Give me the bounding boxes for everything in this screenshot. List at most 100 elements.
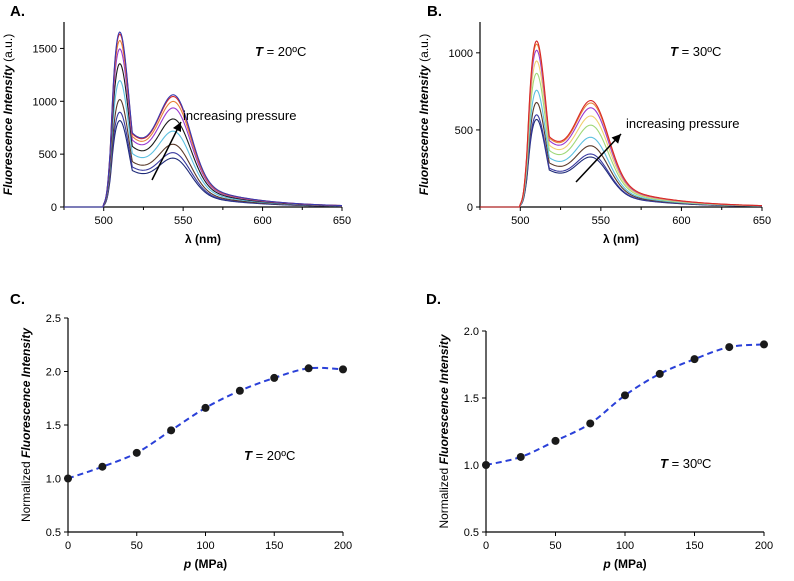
x-tick-label: 200: [334, 540, 352, 552]
data-point: [516, 452, 525, 461]
panel-letter: B.: [427, 3, 442, 20]
x-tick-label: 200: [755, 540, 773, 552]
x-axis-title-text: λ (nm): [603, 232, 639, 246]
spectrum-line: [480, 118, 763, 208]
spectrum-line: [64, 120, 343, 208]
data-point: [167, 426, 176, 435]
y-axis-title-italic: Fluorescence Intensity: [1, 64, 15, 195]
x-axis-title: λ (nm): [185, 232, 221, 246]
data-point: [586, 419, 595, 428]
panel-c: 0 50 100 150 200 0.5 1.0 1.5 2.0 2.5 C. p (MPa) Norm…: [10, 291, 352, 571]
x-axis-title-rest: (MPa): [611, 557, 647, 571]
x-axis-title-italic: p: [183, 557, 191, 571]
panel-b: 500 550 600 650 0 500 1000 B. λ (nm) Fluorescence…: [417, 3, 771, 246]
panel-a: 500 550 600 650 0 500 1000 1500 A. λ (nm) Fluoresc…: [1, 3, 351, 246]
x-axis-title: λ (nm): [603, 232, 639, 246]
x-axis-title-rest: (MPa): [191, 557, 227, 571]
pressure-arrow-head: [172, 122, 181, 133]
data-point: [725, 343, 734, 352]
data-point: [482, 461, 490, 469]
temperature-value: = 20ºC: [263, 44, 306, 59]
spectrum-line: [64, 31, 343, 208]
y-tick-label: 1.5: [464, 393, 479, 405]
temperature-symbol: T: [670, 44, 679, 59]
temperature-value: = 30ºC: [668, 456, 711, 471]
pressure-arrow-head: [611, 134, 621, 144]
data-point: [655, 369, 664, 378]
y-axis-title: Fluorescence Intensity (a.u.): [1, 34, 15, 195]
x-tick-label: 0: [65, 540, 71, 552]
y-axis-title-italic: Fluorescence Intensity: [417, 64, 431, 195]
temperature-symbol: T: [255, 44, 264, 59]
y-axis-title: Normalized Fluorescence Intensity: [19, 327, 33, 522]
data-point: [304, 364, 313, 373]
y-axis-title: Normalized Fluorescence Intensity: [437, 333, 451, 528]
x-axis-title: p (MPa): [183, 557, 227, 571]
x-tick-label: 550: [174, 215, 192, 227]
spectrum-line: [480, 40, 763, 208]
y-axis-title-italic: Fluorescence Intensity: [437, 333, 451, 464]
x-tick-label: 550: [592, 215, 610, 227]
pressure-arrow-shaft: [575, 133, 622, 183]
panel-letter: D.: [426, 291, 441, 308]
y-axis-title-suffix: (a.u.): [417, 34, 431, 65]
spectrum-line: [64, 48, 343, 208]
y-axis-title: Fluorescence Intensity (a.u.): [417, 34, 431, 195]
x-axis-title-italic: p: [602, 557, 610, 571]
data-point: [690, 355, 699, 364]
temperature-annotation: T = 30ºC: [670, 44, 721, 59]
y-tick-label: 2.5: [46, 313, 61, 325]
y-tick-label: 0: [467, 202, 473, 214]
temperature-annotation: T = 30ºC: [660, 456, 711, 471]
temperature-annotation: T = 20ºC: [244, 448, 295, 463]
data-point: [201, 403, 210, 412]
x-tick-label: 600: [672, 215, 690, 227]
x-tick-label: 650: [753, 215, 771, 227]
data-point: [98, 462, 107, 471]
y-tick-label: 0.5: [46, 527, 61, 539]
y-tick-label: 1.5: [46, 420, 61, 432]
temperature-symbol: T: [244, 448, 253, 463]
y-tick-label: 0: [51, 202, 57, 214]
x-tick-label: 50: [549, 540, 561, 552]
temperature-symbol: T: [660, 456, 669, 471]
data-point: [339, 365, 347, 374]
x-tick-label: 650: [333, 215, 351, 227]
data-point: [64, 474, 72, 483]
panel-letter: A.: [10, 3, 25, 20]
x-tick-label: 500: [95, 215, 113, 227]
x-tick-label: 100: [196, 540, 214, 552]
y-tick-label: 1000: [33, 96, 57, 108]
x-tick-label: 100: [616, 540, 634, 552]
x-axis-title-text: λ (nm): [185, 232, 221, 246]
data-point: [621, 391, 629, 400]
fit-curve: [485, 343, 765, 466]
arrow-label: increasing pressure: [626, 116, 739, 131]
y-tick-label: 1.0: [46, 474, 61, 486]
x-tick-label: 150: [265, 540, 283, 552]
temperature-annotation: T = 20ºC: [255, 44, 306, 59]
x-tick-label: 600: [253, 215, 271, 227]
data-point: [235, 386, 244, 395]
x-tick-label: 0: [483, 540, 489, 552]
y-tick-label: 2.0: [46, 367, 61, 379]
y-tick-label: 1500: [33, 43, 57, 55]
x-tick-label: 150: [685, 540, 703, 552]
y-axis-title-plain: Normalized: [19, 458, 33, 522]
y-axis-title-plain: Normalized: [437, 465, 451, 529]
fit-curve: [67, 366, 344, 480]
spectrum-line: [64, 111, 343, 208]
arrow-label: increasing pressure: [183, 108, 296, 123]
data-point: [760, 340, 768, 349]
x-axis-title: p (MPa): [602, 557, 646, 571]
pressure-arrow-shaft: [151, 121, 182, 181]
data-point: [551, 436, 560, 445]
y-tick-label: 0.5: [464, 527, 479, 539]
data-point: [132, 448, 141, 457]
y-tick-label: 2.0: [464, 326, 479, 338]
y-axis-title-italic: Fluorescence Intensity: [19, 327, 33, 458]
y-axis-title-suffix: (a.u.): [1, 34, 15, 65]
y-tick-label: 1.0: [464, 460, 479, 472]
temperature-value: = 30ºC: [678, 44, 721, 59]
